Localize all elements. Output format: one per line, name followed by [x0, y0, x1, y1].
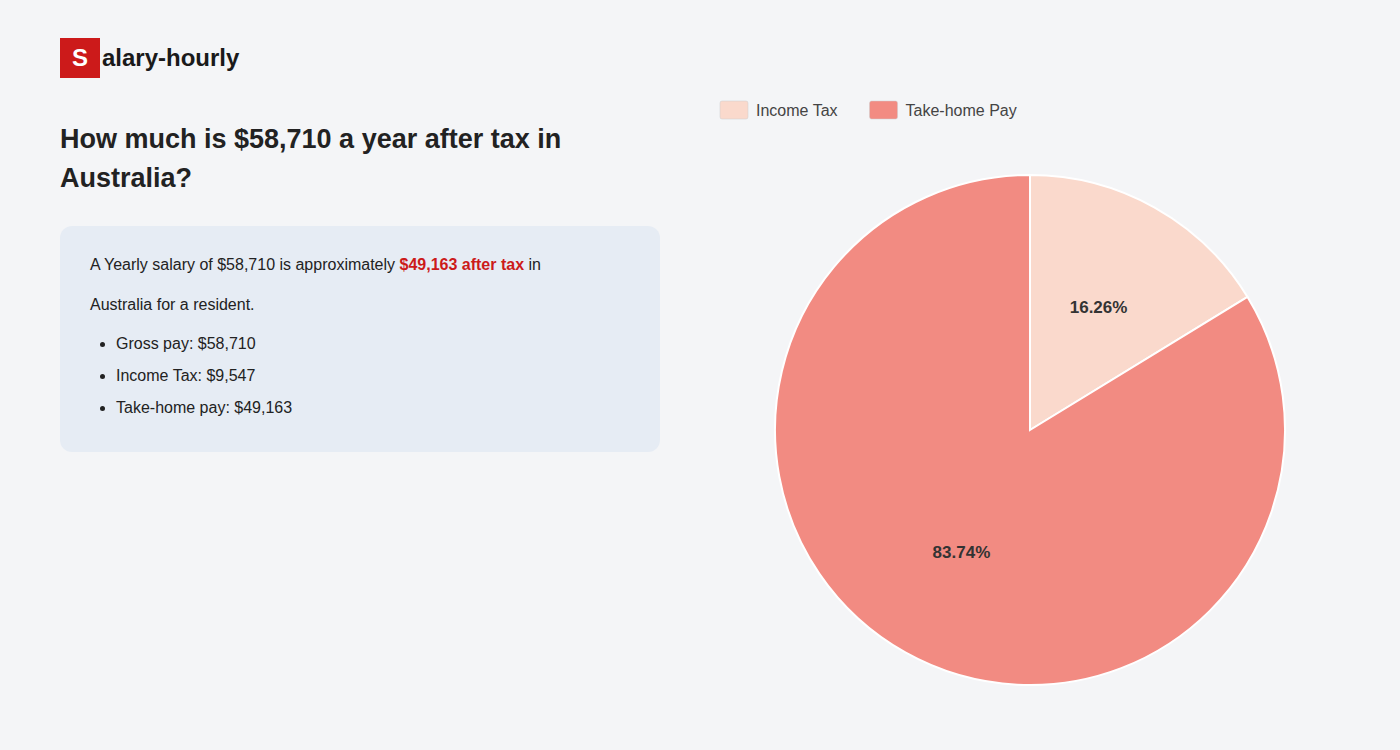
legend-entry: Take-home Pay: [870, 101, 1017, 119]
bullet-item: Take-home pay: $49,163: [116, 395, 630, 421]
legend-swatch: [870, 101, 898, 119]
title: How much is $58,710 a year after tax in …: [60, 120, 660, 198]
pie-slice: [775, 175, 1285, 685]
info-box: A Yearly salary of $58,710 is approximat…: [60, 226, 660, 452]
left-panel: Salary-hourly How much is $58,710 a year…: [60, 36, 660, 452]
logo-text: alary-hourly: [102, 44, 239, 72]
page: Salary-hourly How much is $58,710 a year…: [0, 0, 1400, 750]
logo-initial: S: [60, 38, 100, 78]
pie-chart: 16.26% 83.74% Income Tax Take-home Pay: [700, 0, 1390, 750]
info-paragraph: Australia for a resident.: [90, 292, 630, 318]
bullet-item: Gross pay: $58,710: [116, 331, 630, 357]
info-text: in: [524, 256, 541, 273]
legend-entry: Income Tax: [720, 101, 838, 119]
legend-label: Income Tax: [756, 102, 838, 119]
info-paragraph: A Yearly salary of $58,710 is approximat…: [90, 252, 630, 278]
bullet-item: Income Tax: $9,547: [116, 363, 630, 389]
info-text: A Yearly salary of $58,710 is approximat…: [90, 256, 400, 273]
logo: Salary-hourly: [60, 36, 660, 80]
data-label: 16.26%: [1070, 298, 1128, 317]
legend-label: Take-home Pay: [906, 102, 1017, 119]
data-labels: 16.26% 83.74%: [933, 298, 1128, 562]
legend-swatch: [720, 101, 748, 119]
slices: [775, 175, 1285, 685]
legend: Income Tax Take-home Pay: [720, 101, 1017, 119]
bullet-list: Gross pay: $58,710 Income Tax: $9,547 Take…: [90, 331, 630, 420]
info-highlight: $49,163 after tax: [400, 256, 525, 273]
info-text: Australia for a resident.: [90, 296, 255, 313]
data-label: 83.74%: [933, 543, 991, 562]
